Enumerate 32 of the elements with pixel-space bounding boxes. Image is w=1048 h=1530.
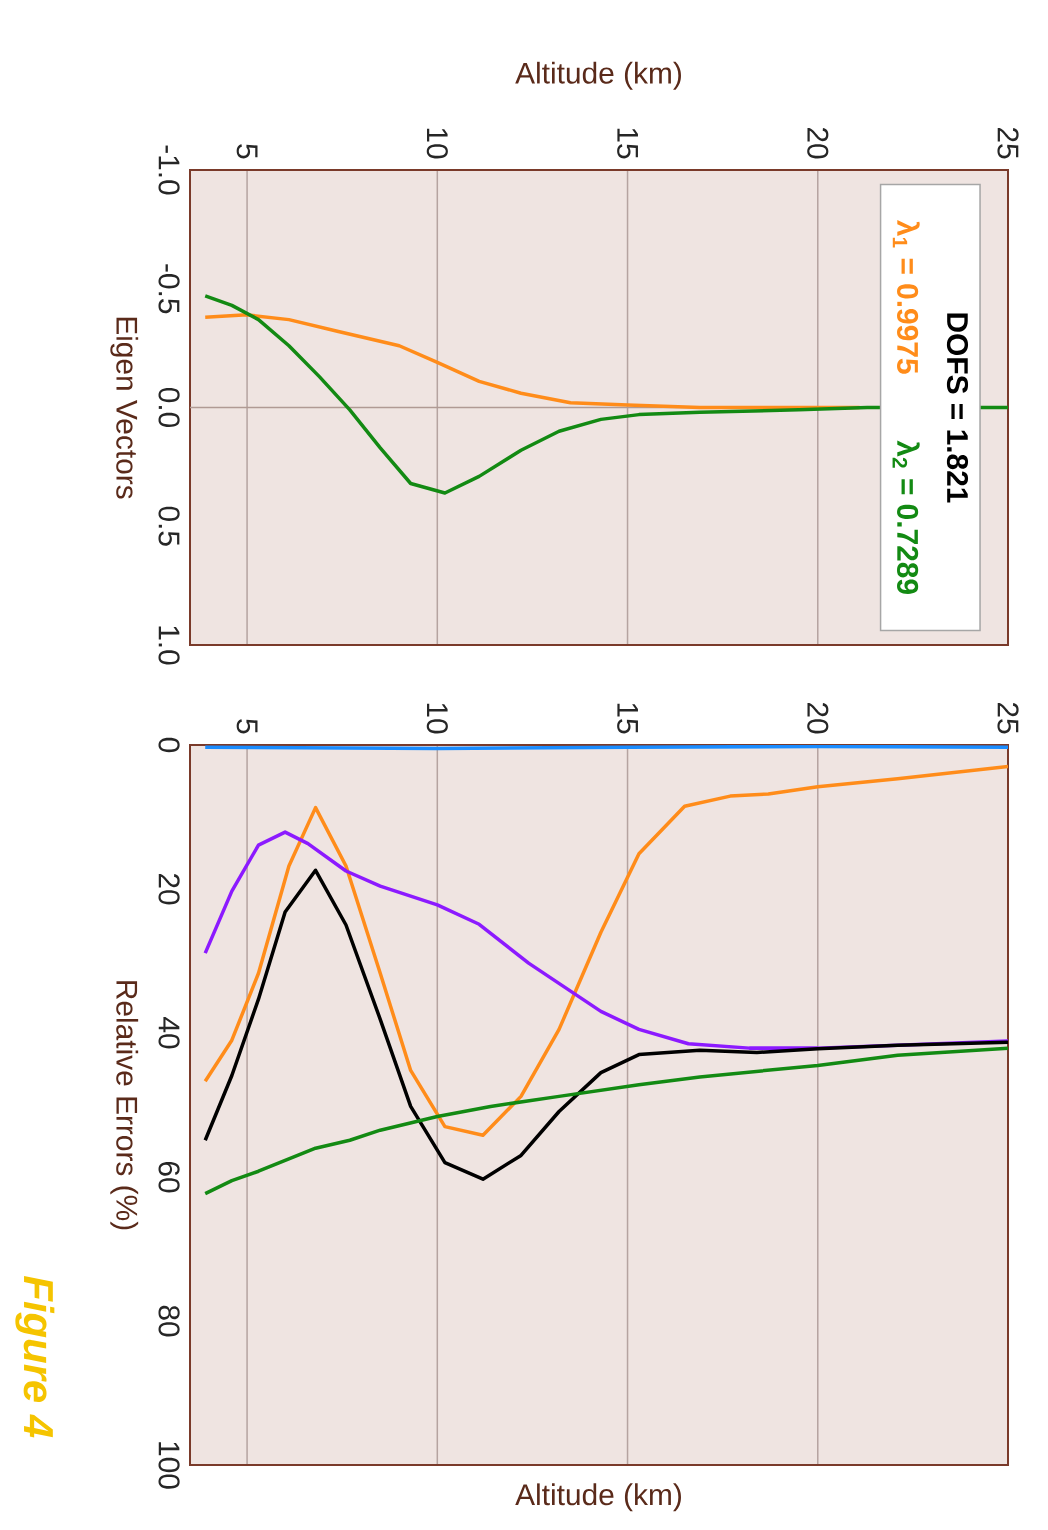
line-series [203,1046,1009,1196]
line-series [203,868,1009,1181]
text: λ$_{1}$ = 0.9975 [892,220,920,374]
caption: Figure 4 [15,1276,55,1438]
x-tick-label: 10 [426,703,448,734]
annotation: DOFS = 1.821 [946,313,969,503]
y-tick-label: 60 [158,1161,180,1193]
x-tick-label: 10 [426,128,448,159]
x-tick-label: 15 [617,703,638,734]
x-tick-label: 5 [236,144,258,159]
x-tick-label: 5 [236,719,258,734]
y-tick-label: 0.0 [158,387,180,428]
y-tick-label: 20 [158,873,180,905]
text: λ$_{2}$ = 0.7289 [892,440,920,594]
line-series [203,764,1009,1137]
x-tick-label: 25 [997,127,1019,159]
x-tick-label: 25 [997,702,1019,734]
y-axis-title: Relative Errors (%) [110,981,139,1230]
x-axis-title: Altitude (km) [515,61,681,90]
y-tick-label: -1.0 [158,145,180,195]
x-tick-label: 20 [807,127,829,159]
y-tick-label: 0 [158,737,180,753]
y-tick-label: 80 [158,1305,180,1337]
x-tick-label: 20 [807,702,829,734]
y-tick-label: 1.0 [158,626,180,665]
x-axis-title: Altitude (km) [515,1483,681,1512]
y-tick-label: 0.5 [158,506,180,546]
x-tick-label: 15 [617,128,638,159]
y-tick-label: 100 [158,1442,180,1489]
y-tick-label: -0.5 [158,264,180,314]
y-tick-label: 40 [158,1017,180,1049]
y-axis-title: Eigen Vectors [110,317,139,499]
